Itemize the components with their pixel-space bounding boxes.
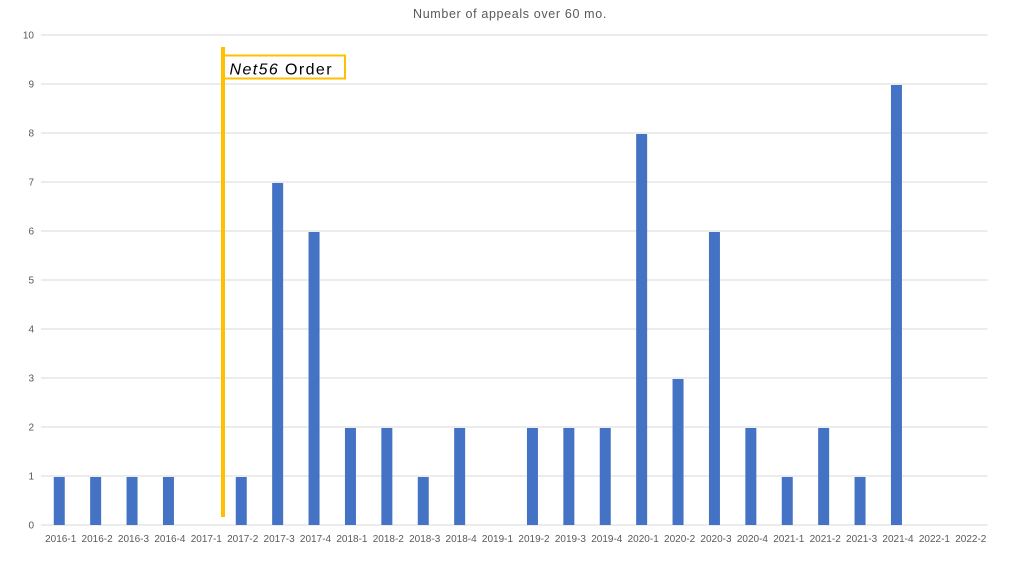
- svg-text:10: 10: [23, 31, 35, 42]
- svg-text:5: 5: [28, 276, 34, 287]
- svg-text:2017-2: 2017-2: [227, 534, 259, 545]
- svg-text:2017-1: 2017-1: [191, 534, 223, 545]
- svg-text:2020-4: 2020-4: [737, 534, 769, 545]
- svg-text:3: 3: [28, 374, 34, 385]
- svg-text:2019-4: 2019-4: [591, 534, 623, 545]
- svg-text:2020-1: 2020-1: [628, 534, 660, 545]
- svg-text:7: 7: [28, 178, 34, 189]
- svg-text:2018-1: 2018-1: [336, 534, 368, 545]
- svg-text:2021-2: 2021-2: [810, 534, 842, 545]
- svg-text:2016-4: 2016-4: [154, 534, 186, 545]
- svg-text:0: 0: [28, 521, 34, 532]
- svg-text:Net56 Order: Net56 Order: [230, 62, 333, 79]
- svg-text:2021-1: 2021-1: [773, 534, 805, 545]
- svg-text:2016-1: 2016-1: [45, 534, 77, 545]
- svg-text:2019-2: 2019-2: [518, 534, 550, 545]
- svg-text:2018-3: 2018-3: [409, 534, 441, 545]
- svg-text:Number of appeals over 60 mo.: Number of appeals over 60 mo.: [413, 7, 607, 21]
- svg-text:2017-4: 2017-4: [300, 534, 332, 545]
- svg-text:2021-3: 2021-3: [846, 534, 878, 545]
- svg-text:6: 6: [28, 227, 34, 238]
- svg-text:1: 1: [28, 472, 34, 483]
- svg-text:2016-3: 2016-3: [118, 534, 150, 545]
- svg-text:2016-2: 2016-2: [82, 534, 114, 545]
- svg-text:2: 2: [28, 423, 34, 434]
- svg-text:4: 4: [28, 325, 34, 336]
- svg-text:2022-1: 2022-1: [919, 534, 951, 545]
- svg-text:9: 9: [28, 80, 34, 91]
- svg-text:2020-3: 2020-3: [700, 534, 732, 545]
- svg-text:2020-2: 2020-2: [664, 534, 696, 545]
- svg-text:2022-2: 2022-2: [955, 534, 987, 545]
- svg-text:2019-1: 2019-1: [482, 534, 514, 545]
- svg-text:8: 8: [28, 129, 34, 140]
- svg-text:2018-2: 2018-2: [373, 534, 405, 545]
- svg-text:2019-3: 2019-3: [555, 534, 587, 545]
- svg-text:2018-4: 2018-4: [446, 534, 478, 545]
- svg-text:2017-3: 2017-3: [264, 534, 296, 545]
- svg-text:2021-4: 2021-4: [882, 534, 914, 545]
